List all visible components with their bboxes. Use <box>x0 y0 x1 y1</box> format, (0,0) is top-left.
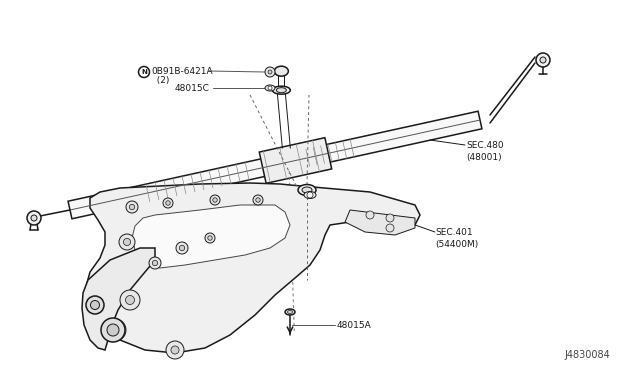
Text: SEC.480: SEC.480 <box>466 141 504 150</box>
Ellipse shape <box>302 187 312 193</box>
Circle shape <box>205 233 215 243</box>
Circle shape <box>27 211 41 225</box>
Circle shape <box>31 215 37 221</box>
Circle shape <box>126 201 138 213</box>
Circle shape <box>138 67 150 77</box>
Ellipse shape <box>287 311 292 314</box>
Polygon shape <box>68 111 482 219</box>
Circle shape <box>152 260 157 266</box>
Circle shape <box>268 86 272 90</box>
Circle shape <box>120 290 140 310</box>
Circle shape <box>119 234 135 250</box>
Circle shape <box>166 341 184 359</box>
Polygon shape <box>132 205 290 268</box>
Circle shape <box>212 198 217 202</box>
Circle shape <box>256 198 260 202</box>
Ellipse shape <box>304 192 316 199</box>
Circle shape <box>253 195 263 205</box>
Circle shape <box>90 301 99 310</box>
Ellipse shape <box>275 66 289 76</box>
Circle shape <box>536 53 550 67</box>
Text: (2): (2) <box>151 76 170 84</box>
Ellipse shape <box>298 185 316 196</box>
Circle shape <box>307 192 313 198</box>
Circle shape <box>265 67 275 77</box>
Polygon shape <box>85 183 420 353</box>
Ellipse shape <box>276 88 286 93</box>
Text: 48015C: 48015C <box>175 83 210 93</box>
Polygon shape <box>259 138 332 183</box>
Ellipse shape <box>273 86 291 94</box>
Circle shape <box>110 325 120 335</box>
Circle shape <box>166 201 170 205</box>
Circle shape <box>86 296 104 314</box>
Text: 48015A: 48015A <box>337 321 372 330</box>
Circle shape <box>129 204 134 210</box>
Circle shape <box>176 242 188 254</box>
Text: N: N <box>141 69 147 75</box>
Polygon shape <box>82 248 155 350</box>
Circle shape <box>163 198 173 208</box>
Polygon shape <box>345 210 415 235</box>
Text: J4830084: J4830084 <box>564 350 610 360</box>
Circle shape <box>104 319 126 341</box>
Circle shape <box>386 224 394 232</box>
Circle shape <box>268 70 272 74</box>
Circle shape <box>101 318 125 342</box>
Circle shape <box>125 295 134 305</box>
Text: (48001): (48001) <box>466 153 502 161</box>
Ellipse shape <box>265 85 275 91</box>
Circle shape <box>208 236 212 240</box>
Circle shape <box>386 214 394 222</box>
Circle shape <box>124 238 131 246</box>
Ellipse shape <box>285 309 295 315</box>
Circle shape <box>179 245 185 251</box>
Circle shape <box>210 195 220 205</box>
Circle shape <box>149 257 161 269</box>
Text: 0B91B-6421A: 0B91B-6421A <box>151 67 212 76</box>
Circle shape <box>366 211 374 219</box>
Circle shape <box>107 324 119 336</box>
Circle shape <box>171 346 179 354</box>
Text: (54400M): (54400M) <box>435 240 478 248</box>
Text: SEC.401: SEC.401 <box>435 228 472 237</box>
Circle shape <box>540 57 546 63</box>
